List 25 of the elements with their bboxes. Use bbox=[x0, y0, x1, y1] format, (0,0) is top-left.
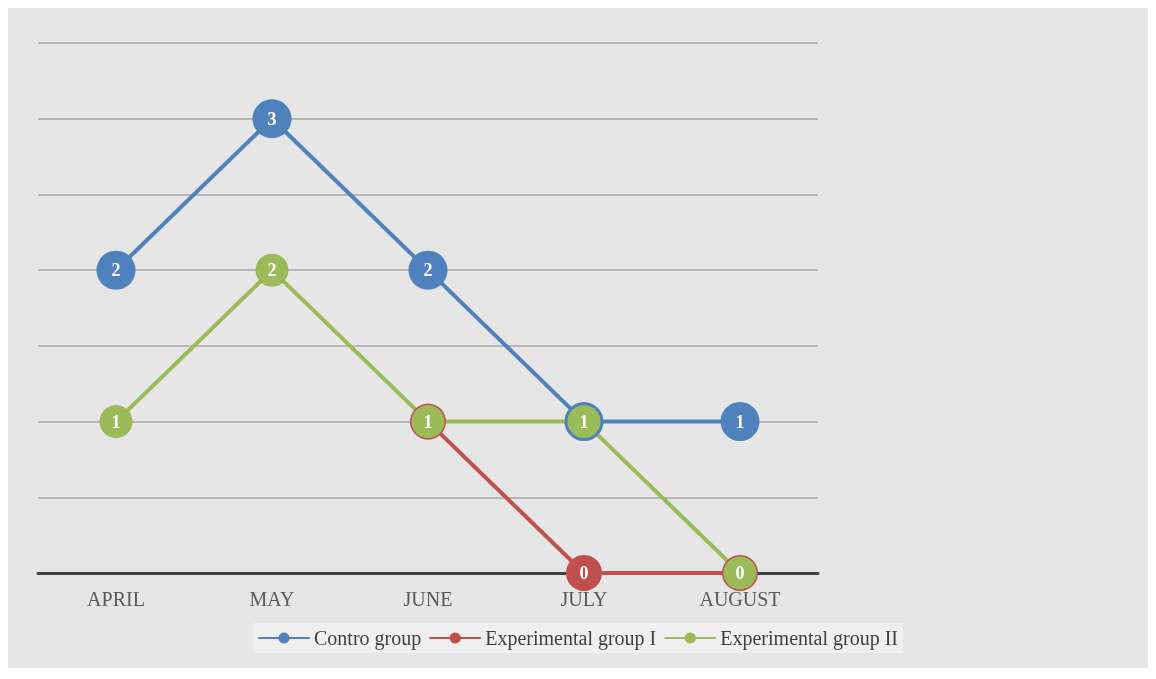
data-label: 0 bbox=[579, 563, 589, 583]
legend-label: Experimental group II bbox=[720, 627, 898, 650]
x-tick-label: JULY bbox=[560, 588, 608, 610]
point bbox=[252, 99, 292, 139]
point bbox=[99, 405, 133, 439]
x-tick-label: JUNE bbox=[403, 588, 453, 610]
x-tick-label: MAY bbox=[249, 588, 295, 610]
data-label: 0 bbox=[735, 563, 745, 583]
point bbox=[566, 555, 602, 591]
data-label: 1 bbox=[579, 411, 589, 432]
data-label: 3 bbox=[267, 108, 277, 129]
data-label: 1 bbox=[423, 411, 433, 432]
legend-label: Contro group bbox=[314, 627, 422, 650]
data-label: 1 bbox=[735, 411, 745, 432]
x-tick-label: APRIL bbox=[87, 588, 145, 610]
x-tick-label: AUGUST bbox=[699, 588, 781, 610]
data-label: 2 bbox=[267, 260, 277, 281]
point bbox=[255, 253, 289, 287]
point bbox=[408, 250, 448, 290]
point bbox=[96, 250, 136, 290]
legend-label: Experimental group I bbox=[485, 627, 657, 650]
data-label: 1 bbox=[111, 411, 121, 432]
data-label: 2 bbox=[111, 260, 121, 281]
point bbox=[720, 402, 760, 442]
data-label: 2 bbox=[423, 260, 433, 281]
